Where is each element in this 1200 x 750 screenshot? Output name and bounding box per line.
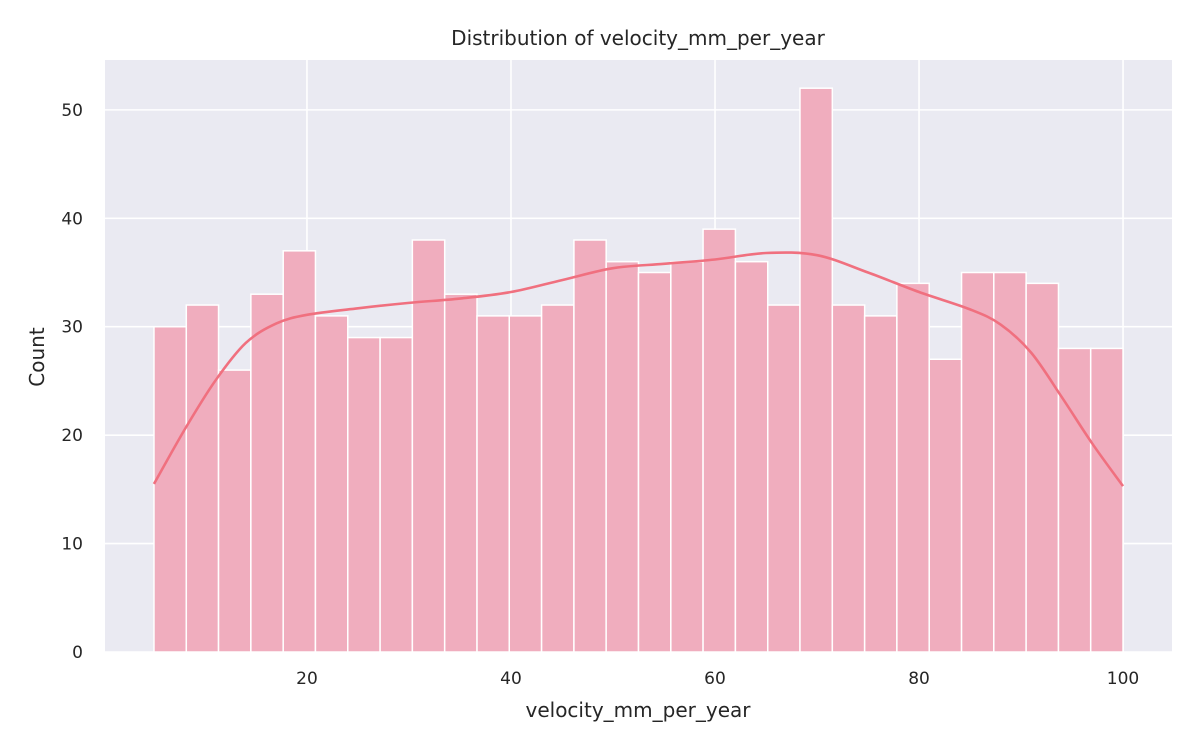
histogram-bar xyxy=(153,325,188,653)
histogram-bar xyxy=(282,250,317,653)
chart-title: Distribution of velocity_mm_per_year xyxy=(451,26,825,50)
histogram-bar xyxy=(443,293,478,653)
histogram-bar xyxy=(1057,347,1092,653)
histogram-bar xyxy=(670,260,704,653)
histogram-bar xyxy=(960,271,995,653)
x-tick-label: 20 xyxy=(296,669,318,689)
histogram-bar xyxy=(896,282,930,653)
histogram-bar xyxy=(702,228,737,653)
y-tick-label: 20 xyxy=(61,426,83,446)
histogram-bar xyxy=(766,304,801,653)
histogram-bar xyxy=(476,315,511,653)
histogram-bar xyxy=(1025,282,1060,653)
x-tick-label: 40 xyxy=(500,669,522,689)
histogram-bar xyxy=(1089,347,1124,653)
y-tick-label: 10 xyxy=(61,535,83,555)
histogram-bar xyxy=(573,239,607,653)
histogram-bar xyxy=(411,239,446,653)
histogram-bar xyxy=(347,336,381,653)
x-tick-label: 100 xyxy=(1107,669,1139,689)
histogram-bar xyxy=(799,87,834,653)
histogram-bar xyxy=(993,271,1027,653)
histogram-bar xyxy=(540,304,575,653)
x-tick-label: 80 xyxy=(908,669,930,689)
y-tick-label: 50 xyxy=(61,101,83,121)
histogram-bar xyxy=(734,260,769,653)
histogram-bars xyxy=(153,87,1124,653)
histogram-bar xyxy=(217,369,252,653)
histogram-bar xyxy=(250,293,284,653)
x-tick-label: 60 xyxy=(704,669,726,689)
y-tick-label: 40 xyxy=(61,209,83,229)
y-tick-label: 30 xyxy=(61,318,83,338)
histogram-bar xyxy=(605,260,640,653)
y-tick-label: 0 xyxy=(72,643,83,663)
histogram-bar xyxy=(185,304,220,653)
y-axis-label: Count xyxy=(25,327,49,387)
y-tick-labels: 0 10 20 30 40 50 xyxy=(61,101,83,663)
histogram-bar xyxy=(637,271,672,653)
histogram-bar xyxy=(831,304,866,653)
histogram-bar xyxy=(508,315,543,653)
histogram-bar xyxy=(379,336,414,653)
histogram-bar xyxy=(863,315,898,653)
kde-curve xyxy=(152,251,1125,487)
x-tick-labels: 20 40 60 80 100 xyxy=(296,669,1139,689)
x-axis-label: velocity_mm_per_year xyxy=(526,698,752,722)
histogram-bar xyxy=(314,315,349,653)
histogram-bar xyxy=(928,358,963,653)
